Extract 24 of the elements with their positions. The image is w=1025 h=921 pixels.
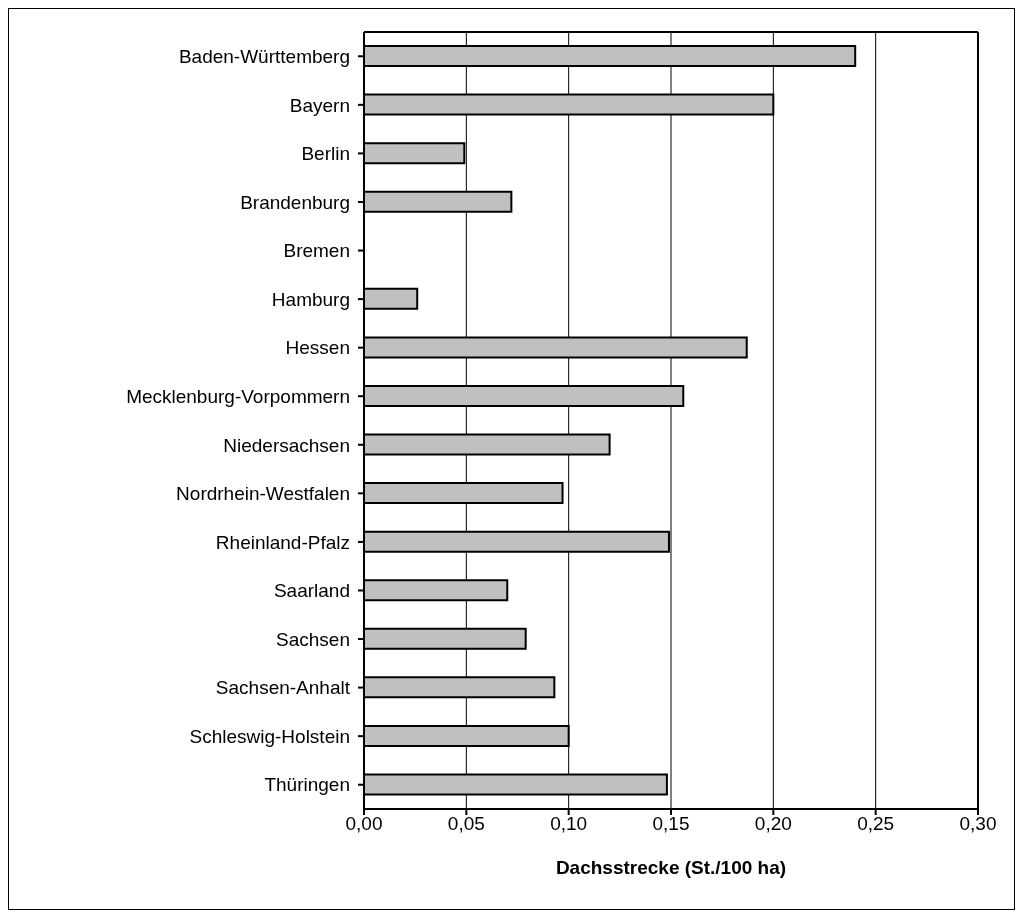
x-tick-label: 0,20 <box>754 813 792 835</box>
x-tick-label: 0,15 <box>652 813 690 835</box>
x-tick-label: 0,05 <box>447 813 485 835</box>
y-tick-label: Nordrhein-Westfalen <box>176 483 350 505</box>
y-tick-label: Rheinland-Pfalz <box>215 531 350 553</box>
x-tick-label: 0,30 <box>959 813 997 835</box>
y-tick-label: Hessen <box>285 337 350 359</box>
x-tick-label: 0,10 <box>550 813 588 835</box>
y-tick-label: Berlin <box>301 143 350 165</box>
y-tick-label: Baden-Württemberg <box>178 46 350 68</box>
x-tick-label: 0,25 <box>857 813 895 835</box>
y-tick-label: Schleswig-Holstein <box>189 725 350 747</box>
y-tick-label: Niedersachsen <box>223 434 350 456</box>
y-tick-label: Saarland <box>273 580 350 602</box>
x-tick-label: 0,00 <box>345 813 383 835</box>
y-tick-label: Hamburg <box>271 288 350 310</box>
y-tick-label: Sachsen <box>276 628 350 650</box>
y-tick-label: Thüringen <box>264 774 350 796</box>
y-tick-label: Mecklenburg-Vorpommern <box>126 385 350 407</box>
y-tick-label: Bremen <box>283 240 350 262</box>
y-tick-label: Brandenburg <box>240 191 350 213</box>
y-tick-label: Bayern <box>289 94 350 116</box>
y-tick-label: Sachsen-Anhalt <box>215 677 351 699</box>
x-axis-title: Dachsstrecke (St./100 ha) <box>555 857 787 878</box>
